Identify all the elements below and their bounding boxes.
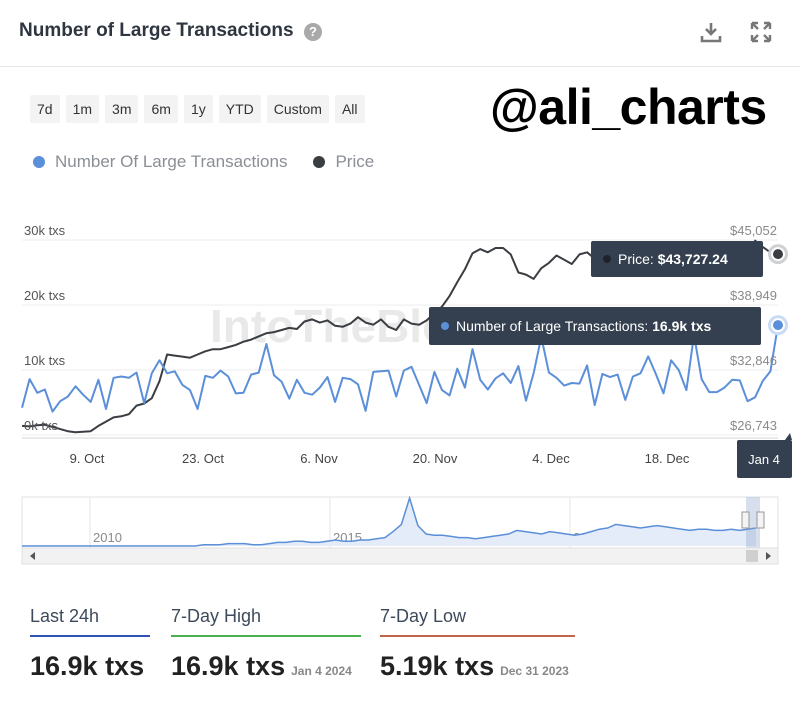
- price-tooltip-dot: [603, 255, 611, 263]
- navigator-year-label: 2010: [93, 530, 122, 545]
- x-tick-label: 6. Nov: [300, 451, 338, 466]
- date-tooltip: [737, 440, 792, 478]
- stat-last-24h: Last 24h 16.9k txs: [30, 606, 150, 682]
- series-line-transactions: [21, 324, 779, 413]
- y-right-tick-label: $45,052: [730, 223, 777, 238]
- range-3m-button[interactable]: 3m: [105, 95, 139, 123]
- stat-date: Dec 31 2023: [500, 664, 569, 678]
- range-ytd-button[interactable]: YTD: [218, 95, 261, 123]
- price-tooltip-value: $43,727.24: [658, 251, 728, 267]
- transactions-tooltip-dot: [441, 322, 449, 330]
- navigator-scrollbar: [21, 547, 779, 565]
- range-6m-button[interactable]: 6m: [144, 95, 178, 123]
- price-marker: [771, 247, 785, 262]
- expand-icon[interactable]: [749, 20, 773, 44]
- x-tick-label: 9. Oct: [70, 451, 105, 466]
- y-left-tick-label: 20k txs: [24, 288, 66, 303]
- legend-label-transactions: Number Of Large Transactions: [55, 152, 288, 171]
- legend-item-price[interactable]: Price: [313, 152, 374, 172]
- range-7d-button[interactable]: 7d: [30, 95, 60, 123]
- navigator-selection: [746, 497, 760, 548]
- navigator-line: [22, 495, 757, 547]
- range-selector: 7d 1m 3m 6m 1y YTD Custom All: [30, 95, 365, 123]
- y-left-tick-label: 30k txs: [24, 223, 66, 238]
- scrollbar-thumb[interactable]: [746, 550, 758, 562]
- legend-dot-transactions: [33, 156, 45, 168]
- transactions-tooltip: [429, 307, 761, 345]
- navigator-handle-left[interactable]: [741, 511, 750, 529]
- legend-label-price: Price: [335, 152, 375, 171]
- navigator-handle-right[interactable]: [756, 511, 765, 529]
- transactions-marker: [771, 318, 785, 333]
- price-tooltip-text: Price: $43,727.24: [618, 251, 728, 267]
- stat-date: Jan 4 2024: [291, 664, 352, 678]
- y-right-tick-label: $32,846: [730, 353, 777, 368]
- stat-label: 7-Day High: [171, 606, 262, 626]
- range-1m-button[interactable]: 1m: [65, 95, 100, 123]
- legend: Number Of Large Transactions Price: [33, 152, 374, 172]
- y-right-tick-label: $26,743: [730, 418, 777, 433]
- help-icon[interactable]: ?: [304, 23, 322, 41]
- date-tooltip-text: Jan 4: [748, 452, 780, 467]
- legend-item-transactions[interactable]: Number Of Large Transactions: [33, 152, 287, 172]
- stat-7day-low: 7-Day Low 5.19k txs Dec 31 2023: [380, 606, 575, 682]
- stat-value: 16.9k txs: [30, 651, 145, 681]
- stat-value: 16.9k txs: [171, 651, 286, 681]
- stat-underline: [380, 635, 575, 637]
- x-tick-label: 4. Dec: [532, 451, 570, 466]
- stat-underline: [171, 635, 361, 637]
- y-left-tick-label: 0k txs: [24, 418, 58, 433]
- y-right-tick-label: $38,949: [730, 288, 777, 303]
- transactions-tooltip-label: Number of Large Transactions:: [456, 318, 652, 334]
- navigator-area: [22, 498, 756, 546]
- range-1y-button[interactable]: 1y: [183, 95, 213, 123]
- author-watermark: @ali_charts: [490, 79, 767, 135]
- y-left-tick-label: 10k txs: [24, 353, 66, 368]
- download-icon[interactable]: [699, 20, 723, 44]
- stat-label: 7-Day Low: [380, 606, 467, 626]
- x-tick-label: 18. Dec: [645, 451, 690, 466]
- scroll-left-arrow-icon[interactable]: [30, 552, 35, 560]
- legend-dot-price: [313, 156, 326, 168]
- x-tick-label: 20. Nov: [413, 451, 458, 466]
- stat-label: Last 24h: [30, 606, 100, 626]
- page-title: Number of Large Transactions: [19, 20, 294, 41]
- price-tooltip-label: Price:: [618, 251, 658, 267]
- date-tooltip-pointer: [785, 433, 792, 440]
- stat-underline: [30, 635, 150, 637]
- chart-header: Number of Large Transactions ?: [0, 0, 800, 67]
- range-all-button[interactable]: All: [334, 95, 365, 123]
- x-tick-label: 23. Oct: [182, 451, 224, 466]
- range-custom-button[interactable]: Custom: [266, 95, 329, 123]
- transactions-tooltip-text: Number of Large Transactions: 16.9k txs: [456, 318, 711, 334]
- scroll-right-arrow-icon[interactable]: [766, 552, 771, 560]
- stat-value: 5.19k txs: [380, 651, 495, 681]
- stat-7day-high: 7-Day High 16.9k txs Jan 4 2024: [171, 606, 361, 682]
- price-tooltip: [591, 241, 763, 277]
- transactions-tooltip-value: 16.9k txs: [652, 318, 711, 334]
